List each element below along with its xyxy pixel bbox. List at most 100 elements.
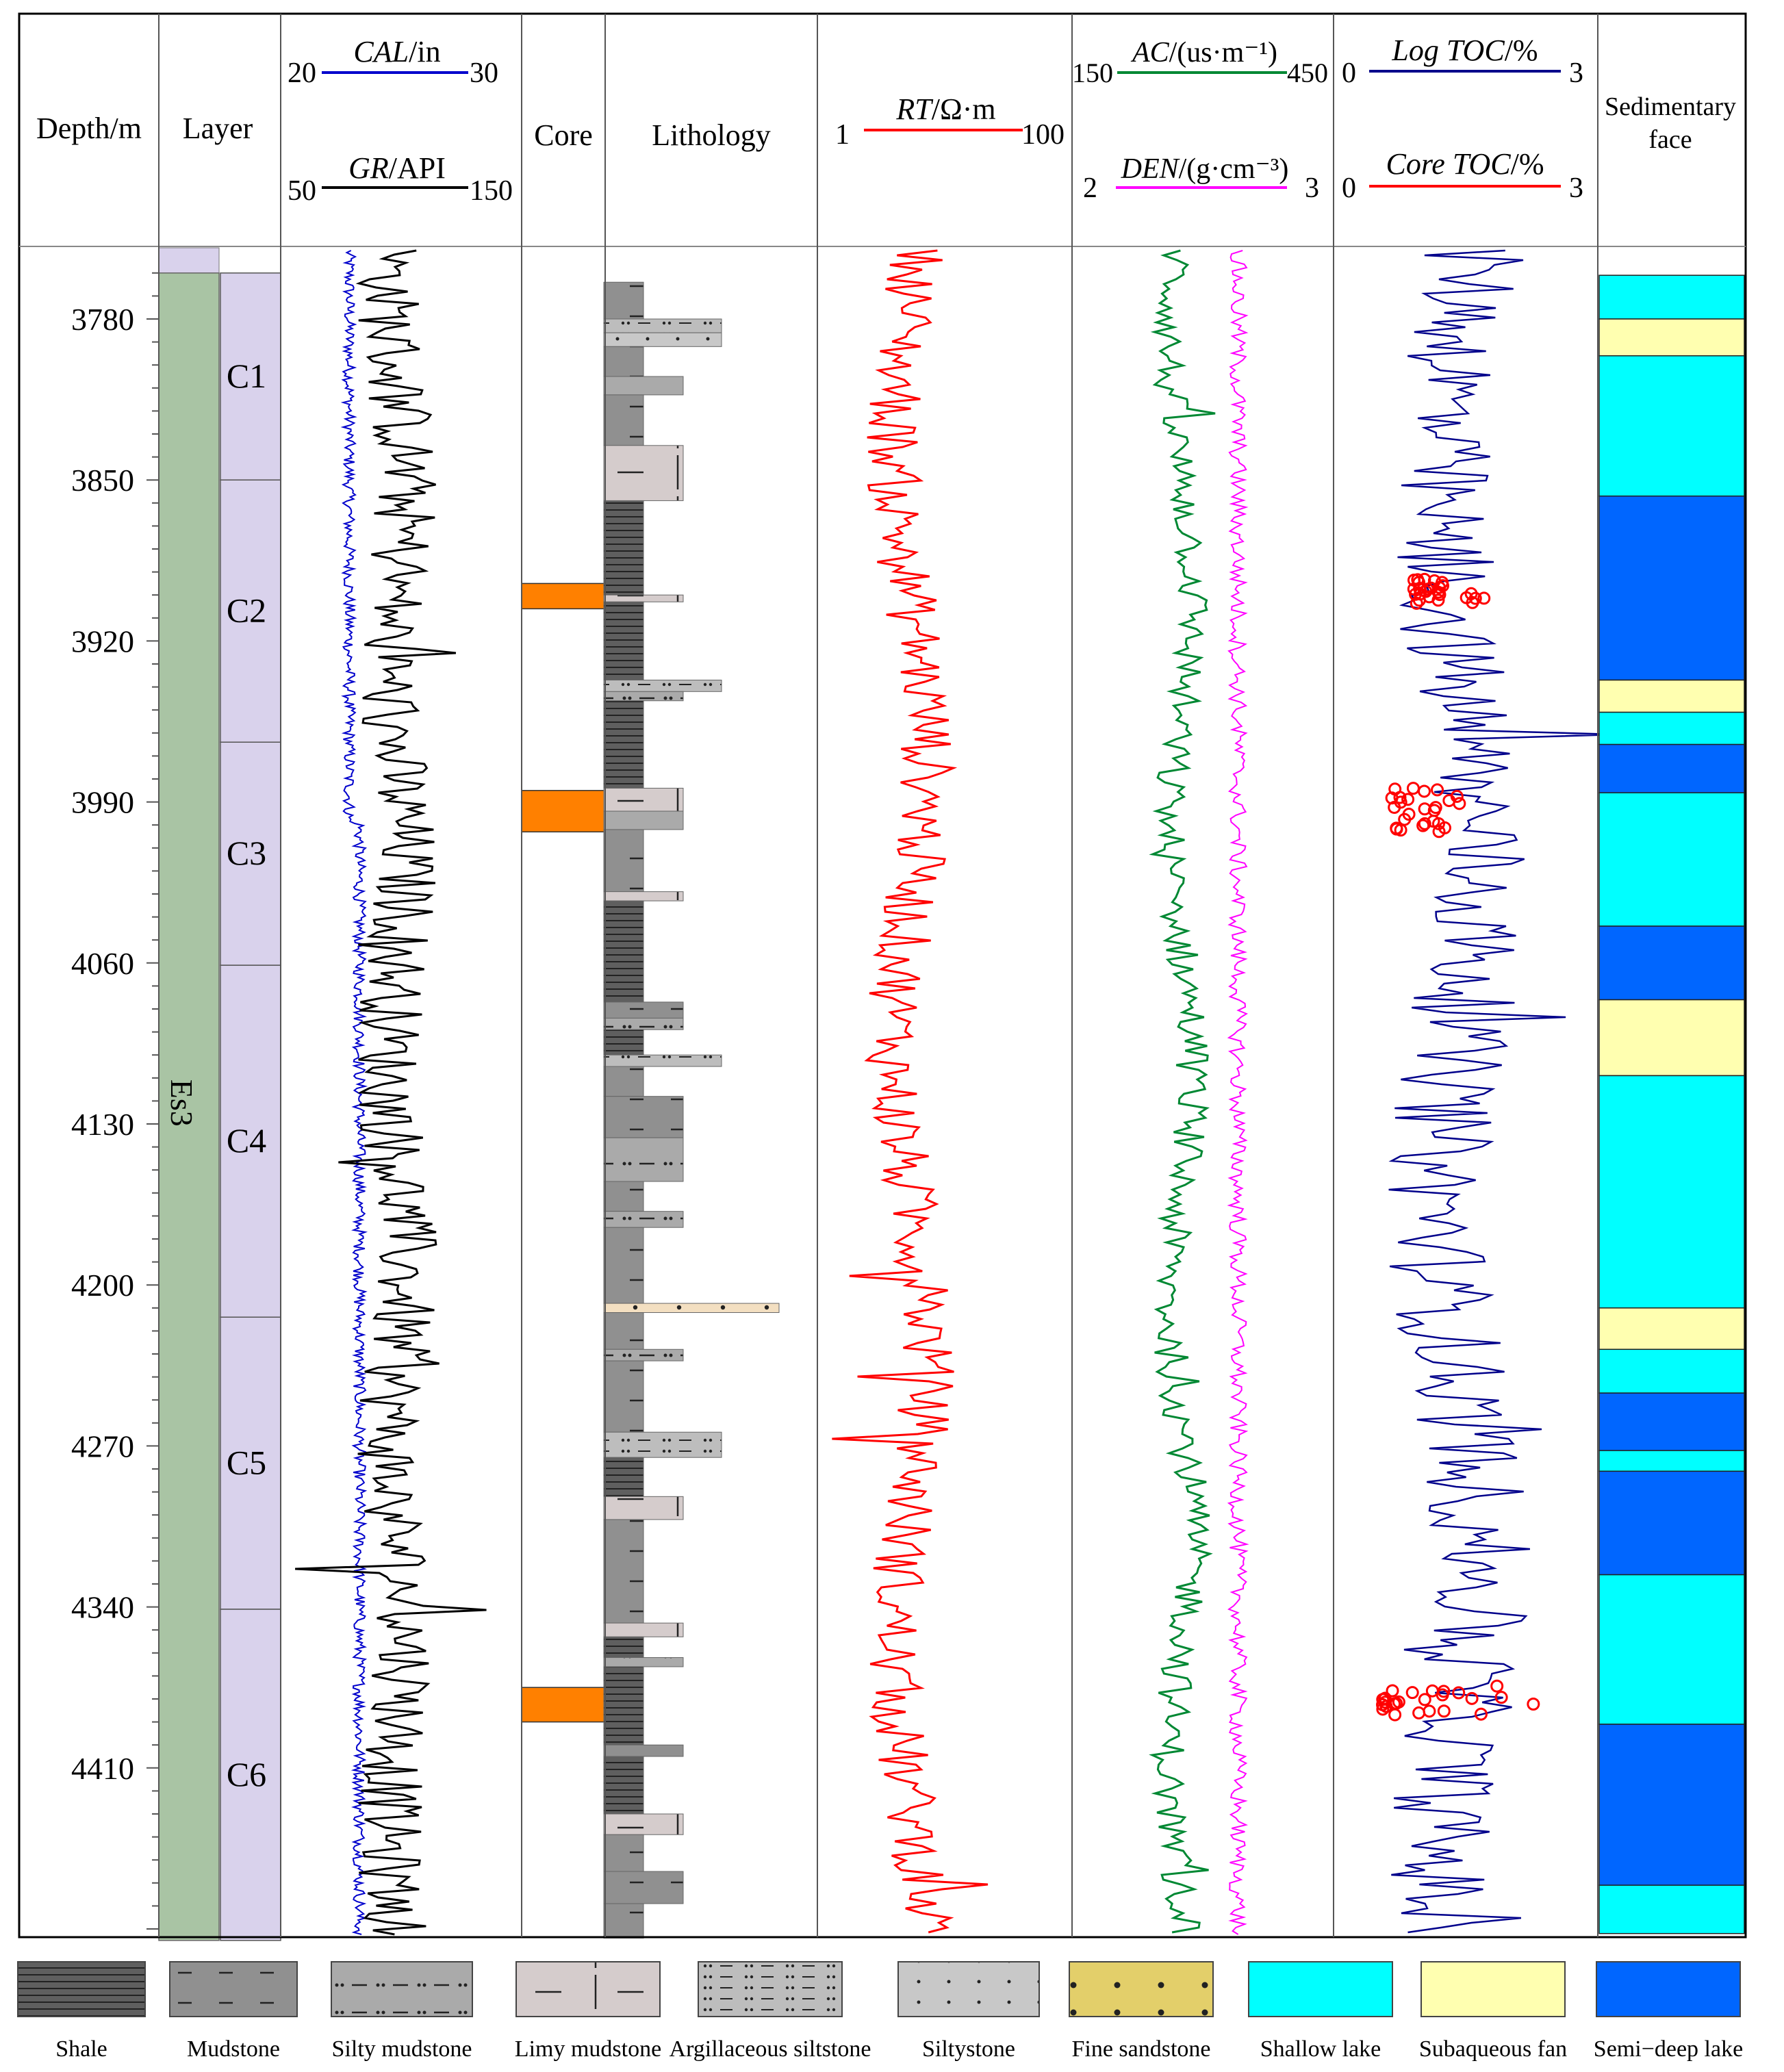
- core-toc-point: [1418, 817, 1431, 830]
- lithology-segment: [603, 1348, 684, 1361]
- lithology-segment: [603, 281, 644, 320]
- core-toc-point: [1477, 591, 1491, 605]
- facies-band: [1598, 679, 1745, 713]
- den-curve-header: 2 3 DEN/(g·cm⁻³): [1083, 153, 1319, 204]
- legend-swatch: [515, 1961, 661, 2017]
- gr-min-label: 50: [288, 175, 316, 207]
- lithology-segment: [603, 332, 722, 347]
- lithology-segment: [603, 1657, 684, 1667]
- legend-label: Silty mudstone: [332, 2036, 472, 2062]
- lithology-segment: [603, 1622, 684, 1637]
- layer-band: [220, 741, 281, 966]
- layer-band: [220, 1316, 281, 1610]
- lithology-segment: [603, 810, 684, 830]
- core-toc-point: [1418, 802, 1431, 816]
- lithology-segment: [603, 1756, 644, 1815]
- legend-label: Semi−deep lake: [1594, 2036, 1743, 2062]
- lithology-segment: [603, 680, 722, 692]
- core-toc-point: [1390, 821, 1403, 835]
- legend-label: Mudstone: [187, 2036, 280, 2062]
- legend-label: Subaqueous fan: [1419, 2036, 1567, 2062]
- core-toc-point: [1437, 1704, 1451, 1718]
- den-title-unit: /(g·cm⁻³): [1179, 153, 1289, 185]
- core-track: [521, 583, 606, 1723]
- facies-band: [1598, 711, 1745, 745]
- rt-title: RT/Ω·m: [895, 92, 995, 126]
- core-toc-point: [1452, 1686, 1466, 1700]
- legend-swatch: [698, 1961, 843, 2017]
- core-toc-title: Core TOC/%: [1386, 147, 1544, 181]
- lithology-segment: [603, 1054, 722, 1067]
- lithology-segment: [603, 500, 644, 596]
- gr-curve-header: 50 150 GR/API: [288, 151, 513, 207]
- depth-tick-label: 3850: [71, 463, 134, 498]
- lithology-segment: [603, 1303, 780, 1314]
- lithology-segment: [603, 1636, 644, 1659]
- legend-label: Shallow lake: [1260, 2036, 1381, 2062]
- gr-title: GR/API: [348, 151, 446, 185]
- legend-swatch: [1069, 1961, 1214, 2017]
- facies-band: [1598, 1307, 1745, 1351]
- facies-band: [1598, 495, 1745, 681]
- lithology-segment: [603, 318, 722, 333]
- lithology-segment: [603, 1017, 684, 1030]
- layer-band: [220, 964, 281, 1318]
- lithology-segment: [603, 1096, 684, 1138]
- lithology-segment: [603, 829, 644, 893]
- lithology-segment: [603, 1496, 684, 1520]
- legend-swatch: [169, 1961, 298, 2017]
- lithology-segment: [603, 1871, 684, 1904]
- core-toc-point: [1494, 1691, 1508, 1704]
- lithology-segment: [603, 700, 644, 789]
- core-toc-point: [1388, 782, 1402, 796]
- lithology-segment: [603, 1834, 644, 1872]
- legend-label: Siltystone: [922, 2036, 1015, 2062]
- facies-band: [1598, 355, 1745, 497]
- ac-title: AC/(us·m⁻¹): [1130, 37, 1277, 68]
- rt-max-label: 100: [1021, 119, 1065, 151]
- log-toc-min-label: 0: [1342, 57, 1356, 89]
- core-toc-point: [1431, 593, 1445, 607]
- lithology-segment: [603, 1666, 644, 1745]
- legend-swatch: [1420, 1961, 1566, 2017]
- depth-tick-label: 4130: [71, 1107, 134, 1142]
- depth-tick-label: 3920: [71, 624, 134, 658]
- lithology-segment: [603, 1813, 684, 1835]
- lithology-segment: [603, 1137, 684, 1182]
- facies-band: [1598, 1470, 1745, 1576]
- header-core: Core: [534, 118, 593, 152]
- log-toc-title: Log TOC/%: [1391, 34, 1538, 67]
- core-toc-point: [1376, 1702, 1390, 1716]
- layer-label: C5: [227, 1444, 266, 1482]
- legend-swatch: [1248, 1961, 1393, 2017]
- core-toc-point: [1409, 587, 1423, 601]
- facies-band: [1598, 792, 1745, 927]
- core-toc-point: [1490, 1679, 1504, 1693]
- core-toc-point: [1527, 1698, 1540, 1711]
- lithology-segment: [603, 1903, 644, 1939]
- core-toc-point: [1425, 1684, 1439, 1698]
- layer-band: [220, 272, 281, 481]
- lithology-segment: [603, 1431, 722, 1458]
- den-max-label: 3: [1305, 172, 1319, 204]
- lithology-segment: [603, 787, 684, 812]
- layer-label: C1: [227, 357, 266, 395]
- layer-track: Es3 C1 C2 C3 C4 C5 C6: [158, 247, 281, 1941]
- rt-title-unit: /Ω·m: [932, 92, 996, 126]
- core-toc-curve-header: 0 3 Core TOC/%: [1342, 147, 1583, 204]
- layer-label: C4: [227, 1121, 266, 1160]
- core-toc-point: [1423, 1704, 1436, 1718]
- header-sedimentary-line1: Sedimentary: [1605, 92, 1736, 121]
- lithology-segment: [603, 1001, 684, 1019]
- facies-band: [1598, 1574, 1745, 1725]
- ac-max-label: 450: [1287, 57, 1328, 88]
- log-toc-curve: [1388, 249, 1617, 1934]
- sedimentary-facies-track: [1598, 274, 1745, 1934]
- lithology-segment: [603, 594, 684, 602]
- lithology-segment: [603, 1181, 644, 1212]
- facies-band: [1598, 318, 1745, 357]
- lithology-segment: [603, 691, 684, 702]
- log-toc-curve-header: 0 3 Log TOC/%: [1342, 34, 1583, 89]
- ac-curve: [1149, 249, 1216, 1934]
- ac-title-name: AC: [1130, 37, 1170, 68]
